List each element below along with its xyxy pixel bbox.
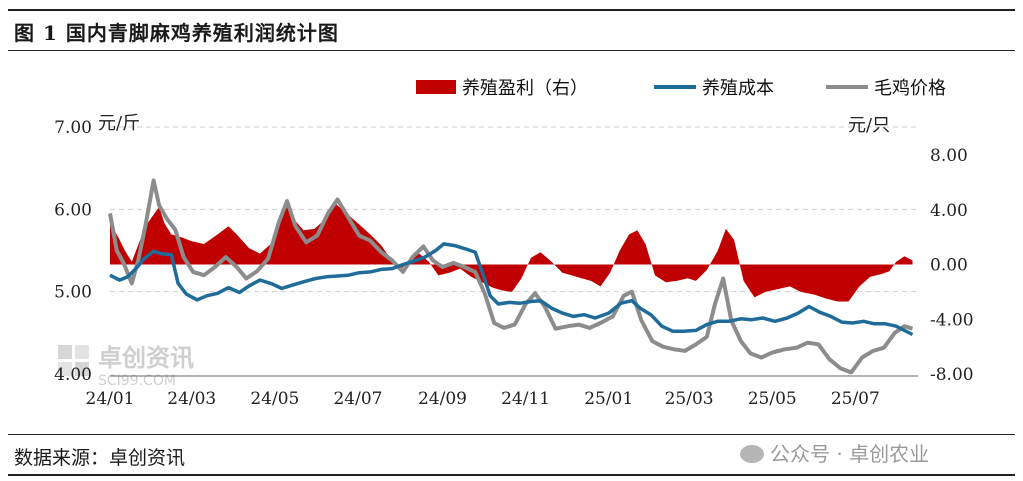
x-axis-ticks: 24/01 24/03 24/05 24/07 24/09 24/11 25/01 25/03… — [86, 389, 880, 409]
left-tick-label: 4.00 — [54, 365, 92, 385]
left-axis-ticks: 7.00 6.00 5.00 4.00 — [54, 118, 92, 385]
left-tick-label: 6.00 — [54, 200, 92, 220]
x-tick-label: 24/07 — [333, 389, 382, 409]
x-tick-label: 25/01 — [584, 389, 633, 409]
right-tick-label: 4.00 — [930, 201, 968, 221]
left-axis-unit: 元/斤 — [98, 113, 140, 134]
left-tick-label: 7.00 — [54, 118, 92, 138]
wechat-mark: 公众号 · 卓创农业 — [740, 438, 929, 467]
right-tick-label: -8.00 — [930, 365, 974, 385]
x-tick-label: 24/03 — [167, 389, 216, 409]
watermark-brand: 卓创资讯 — [98, 344, 194, 372]
wechat-icon — [740, 445, 764, 463]
right-tick-label: -4.00 — [930, 310, 974, 330]
x-tick-label: 24/11 — [501, 389, 550, 409]
legend: 养殖盈利（右） 养殖成本 毛鸡价格 — [416, 77, 946, 99]
right-tick-label: 0.00 — [930, 256, 968, 276]
x-tick-label: 24/05 — [250, 389, 299, 409]
x-tick-label: 25/03 — [665, 389, 714, 409]
figure-title: 图 1 国内青脚麻鸡养殖利润统计图 — [14, 21, 339, 45]
top-rule — [8, 9, 1015, 11]
right-tick-label: 8.00 — [930, 146, 968, 166]
legend-label-profit: 养殖盈利（右） — [462, 77, 588, 99]
x-tick-label: 24/01 — [86, 389, 135, 409]
watermark-domain: SCI99.COM — [98, 373, 176, 389]
legend-label-price: 毛鸡价格 — [874, 78, 946, 99]
legend-label-cost: 养殖成本 — [702, 77, 774, 99]
legend-swatch-profit — [416, 80, 456, 94]
left-tick-label: 5.00 — [54, 283, 92, 303]
right-axis-unit: 元/只 — [848, 115, 890, 136]
source-rule — [8, 434, 1015, 435]
right-axis-ticks: 8.00 4.00 0.00 -4.00 -8.00 — [930, 146, 974, 385]
cost-line — [109, 242, 914, 337]
data-source: 数据来源：卓创资讯 — [14, 447, 186, 469]
x-tick-label: 25/07 — [831, 389, 880, 409]
bottom-rule — [8, 474, 1015, 476]
watermark: 卓创资讯 SCI99.COM — [58, 344, 194, 389]
x-tick-label: 25/05 — [748, 389, 797, 409]
title-rule — [8, 50, 1015, 51]
x-tick-label: 24/09 — [418, 389, 467, 409]
wechat-label: 公众号 · 卓创农业 — [770, 442, 930, 466]
price-line — [108, 178, 914, 375]
